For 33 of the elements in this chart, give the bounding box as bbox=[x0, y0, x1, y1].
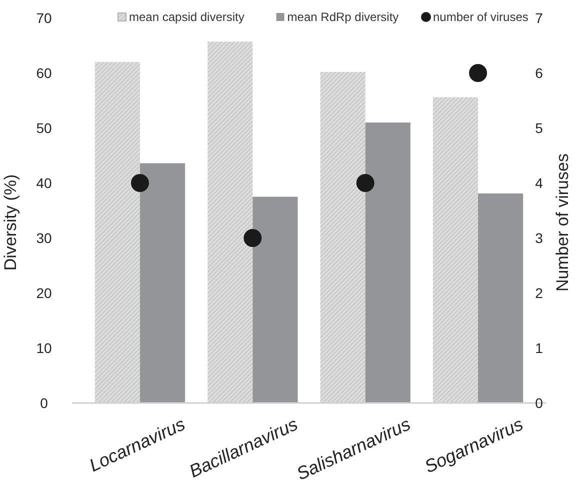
y-tick-label: 70 bbox=[36, 10, 52, 26]
bar bbox=[320, 72, 366, 403]
legend-label: number of viruses bbox=[433, 10, 528, 24]
y-tick-label: 40 bbox=[36, 174, 52, 191]
y2-tick-label: 3 bbox=[535, 230, 544, 246]
y-tick-label: 60 bbox=[36, 64, 52, 81]
y2-tick-label: 6 bbox=[535, 64, 544, 81]
legend-label: mean capsid diversity bbox=[129, 10, 244, 24]
y-tick-label: 50 bbox=[36, 120, 52, 136]
y2-tick-label: 7 bbox=[535, 10, 544, 26]
legend-label: mean RdRp diversity bbox=[287, 10, 399, 24]
y-tick-label: 0 bbox=[40, 394, 48, 411]
y2-tick-label: 2 bbox=[535, 284, 544, 301]
bar bbox=[252, 196, 298, 403]
point bbox=[244, 229, 262, 247]
bar bbox=[365, 122, 410, 403]
y-tick-label: 30 bbox=[36, 230, 52, 246]
y2-tick-label: 1 bbox=[535, 340, 544, 356]
y-axis-title: Diversity (%) bbox=[1, 174, 20, 271]
point bbox=[469, 64, 488, 82]
y2-tick-label: 4 bbox=[535, 174, 544, 191]
bar bbox=[208, 42, 253, 403]
bar bbox=[478, 193, 524, 403]
bar bbox=[94, 62, 140, 403]
y2-tick-label: 5 bbox=[535, 120, 544, 136]
point bbox=[130, 174, 149, 192]
bar bbox=[432, 97, 478, 403]
y-tick-label: 20 bbox=[36, 284, 52, 301]
point bbox=[356, 174, 374, 192]
y-tick-label: 10 bbox=[36, 340, 52, 356]
y2-axis-title: Number of viruses bbox=[553, 154, 572, 292]
bar bbox=[140, 163, 186, 403]
y2-tick-label: 0 bbox=[535, 394, 544, 411]
